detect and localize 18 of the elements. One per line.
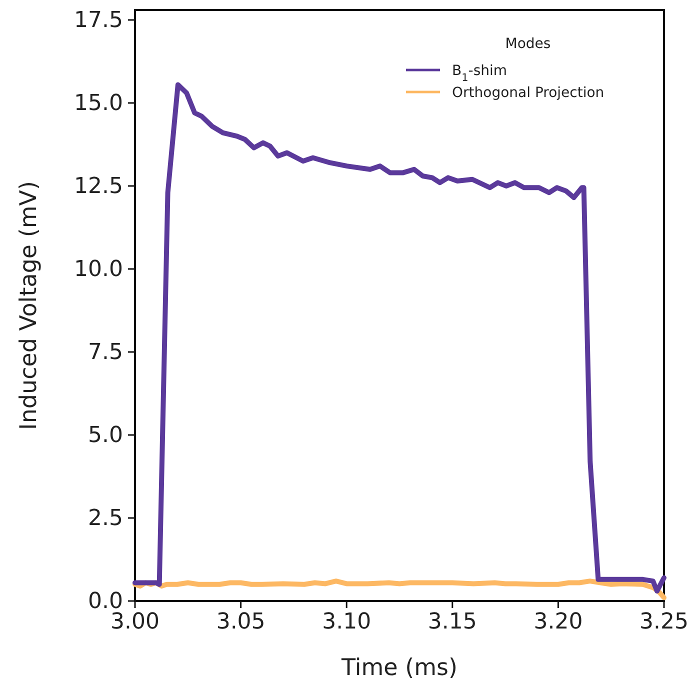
- y-tick-label: 5.0: [88, 423, 123, 448]
- x-tick-label: 3.00: [110, 610, 160, 635]
- x-tick-label: 3.20: [534, 610, 583, 635]
- x-tick-label: 3.15: [428, 610, 477, 635]
- y-tick-label: 7.5: [88, 340, 123, 366]
- legend-label: Orthogonal Projection: [452, 85, 604, 101]
- y-tick-label: 12.5: [74, 174, 123, 200]
- y-tick-label: 10.0: [74, 257, 123, 282]
- y-axis-title: Induced Voltage (mV): [16, 181, 42, 430]
- x-axis-title: Time (ms): [340, 655, 458, 681]
- legend-title: Modes: [505, 36, 551, 52]
- y-tick-label: 15.0: [74, 91, 123, 116]
- y-tick-label: 17.5: [74, 8, 123, 33]
- x-tick-label: 3.05: [216, 610, 266, 635]
- y-tick-label: 2.5: [88, 506, 123, 532]
- x-tick-label: 3.10: [322, 610, 372, 635]
- legend-label: B$_{1}$-shim: [452, 63, 508, 84]
- x-tick-label: 3.25: [640, 610, 688, 635]
